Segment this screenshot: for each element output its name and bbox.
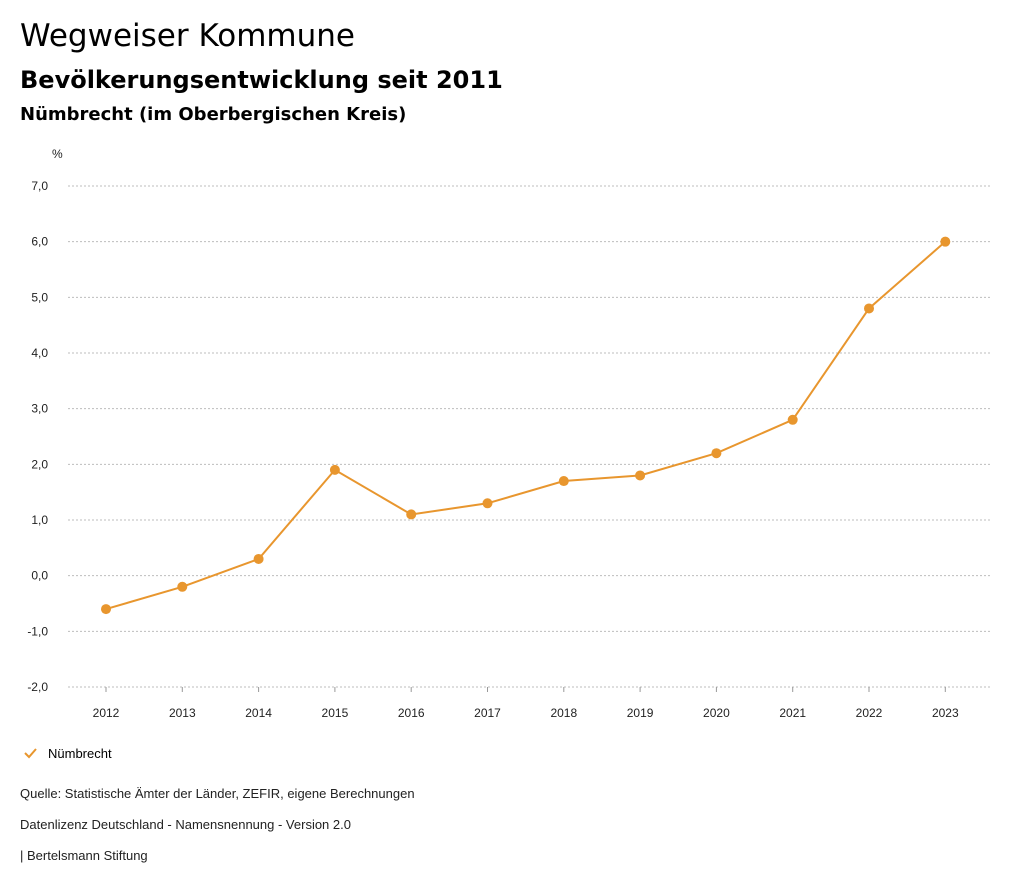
data-point[interactable] — [406, 509, 417, 520]
x-tick-label: 2015 — [322, 706, 349, 720]
x-tick-label: 2021 — [779, 706, 806, 720]
license-note: Datenlizenz Deutschland - Namensnennung … — [20, 817, 351, 832]
x-tick-label: 2016 — [398, 706, 425, 720]
legend[interactable]: Nümbrecht — [22, 745, 112, 761]
series-line — [105, 240, 946, 611]
y-tick-label: 1,0 — [31, 513, 48, 527]
x-tick-label: 2023 — [932, 706, 959, 720]
data-point[interactable] — [864, 303, 874, 314]
data-point[interactable] — [635, 470, 646, 481]
data-point[interactable] — [940, 236, 951, 247]
data-point[interactable] — [177, 581, 188, 592]
x-tick-label: 2014 — [245, 706, 272, 720]
data-point[interactable] — [329, 464, 340, 475]
y-axis-unit-label: % — [52, 147, 63, 161]
y-tick-label: 4,0 — [31, 346, 48, 360]
publisher-note: | Bertelsmann Stiftung — [20, 848, 148, 863]
y-tick-label: -1,0 — [27, 624, 48, 638]
chart-subtitle: Bevölkerungsentwicklung seit 2011 — [20, 66, 503, 94]
source-note: Quelle: Statistische Ämter der Länder, Z… — [20, 786, 415, 801]
y-tick-label: 5,0 — [31, 290, 48, 304]
data-point[interactable] — [787, 414, 798, 425]
data-point[interactable] — [253, 553, 264, 564]
region-label: Nümbrecht (im Oberbergischen Kreis) — [20, 104, 407, 125]
y-tick-label: 2,0 — [31, 457, 48, 471]
data-point[interactable] — [711, 448, 722, 459]
chart-title: Wegweiser Kommune — [20, 18, 355, 54]
data-point[interactable] — [101, 604, 111, 615]
legend-label: Nümbrecht — [48, 745, 112, 761]
y-tick-label: 6,0 — [31, 235, 48, 249]
x-tick-label: 2020 — [703, 706, 730, 720]
legend-check-icon — [24, 748, 37, 759]
y-tick-label: 7,0 — [31, 179, 48, 193]
x-tick-label: 2017 — [474, 706, 501, 720]
line-chart: % -2,0 -1,0 0,0 1,0 2,0 3,0 4,0 5,0 6,0 7,0 2012 2… — [27, 147, 990, 720]
x-tick-label: 2018 — [550, 706, 577, 720]
data-point[interactable] — [558, 476, 569, 487]
x-tick-label: 2019 — [627, 706, 654, 720]
x-tick-label: 2013 — [169, 706, 196, 720]
y-tick-label: 0,0 — [31, 569, 48, 583]
y-tick-label: 3,0 — [31, 402, 48, 416]
y-tick-label: -2,0 — [27, 680, 48, 694]
data-point[interactable] — [482, 498, 493, 509]
x-tick-label: 2012 — [93, 706, 120, 720]
x-tick-label: 2022 — [856, 706, 883, 720]
